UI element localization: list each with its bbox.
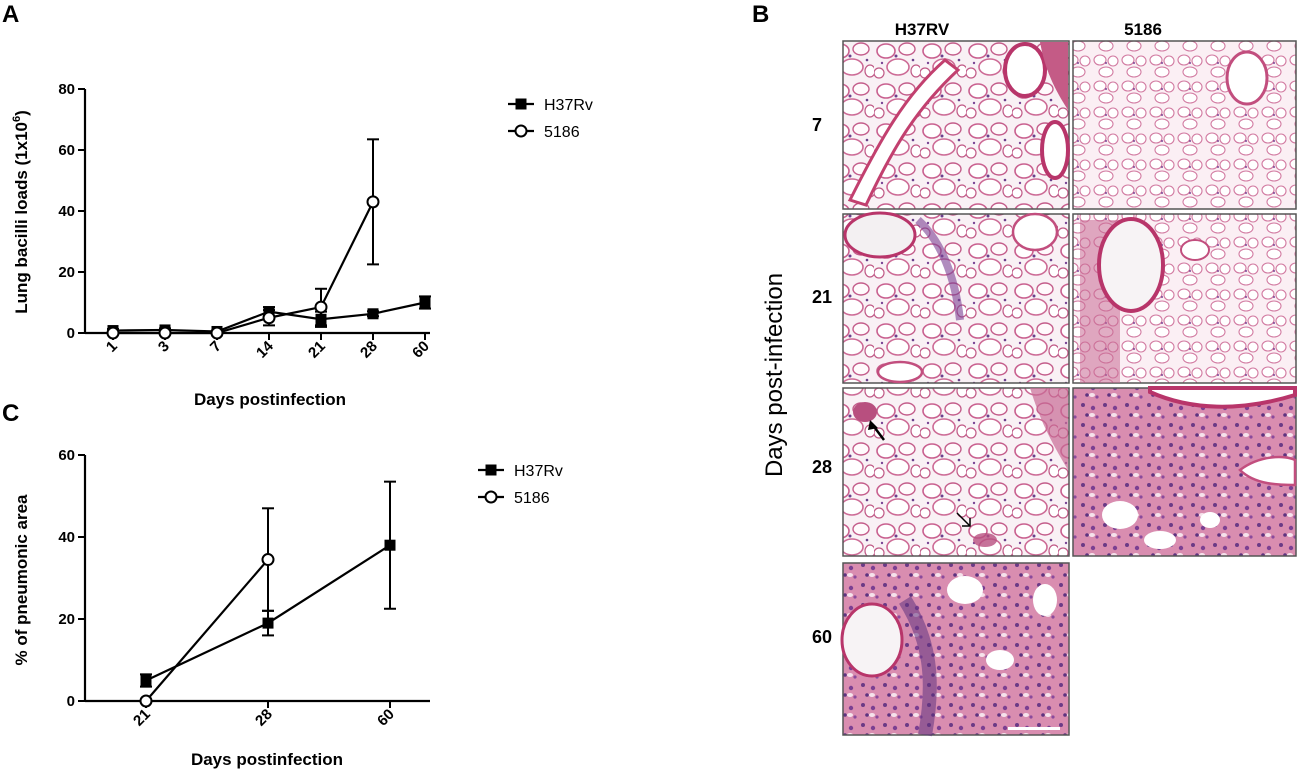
chart-a-y-axis-title: Lung bacilli loads (1x106) [11,110,31,314]
x-tick-label: 7 [207,338,225,356]
column-header-5186: 5186 [1124,20,1162,39]
y-tick-label: 0 [67,693,75,710]
data-point [106,326,120,340]
y-tick-label: 20 [58,264,75,281]
data-point [314,300,328,314]
legend-label: H37Rv [514,463,563,480]
x-tick-label: 28 [357,338,381,362]
series-1 [139,507,275,708]
chart-c-ticks: 0 20 40 60 21 28 60 [58,447,398,730]
y-tick-label: 20 [58,611,75,628]
y-tick-label: 0 [67,325,75,342]
data-point [262,311,276,325]
histology-image-h37rv-day-7 [842,40,1070,210]
row-label-day-21: 21 [812,287,832,307]
legend-marker [514,124,528,138]
histology-image-5186-day-28 [1072,386,1297,557]
data-point [262,617,274,629]
data-point [367,308,379,320]
histology-side-title: Days post-infection [761,273,788,477]
row-label-day-28: 28 [812,457,832,477]
legend-marker [484,490,498,504]
chart-c-y-axis-title: % of pneumonic area [12,494,31,666]
panel-letter-b: B [752,1,769,28]
histology-grid: H37RV 5186 Days post-infection 7 21 28 6… [761,20,1297,737]
series-line [145,558,269,702]
histology-image-h37rv-day-21 [842,211,1070,384]
data-point [384,539,396,551]
x-tick-label: 3 [155,338,173,356]
chart-a-x-axis-title: Days postinfection [194,390,346,409]
chart-a-y-axis-title-end: ) [12,110,31,116]
histology-image-5186-day-7 [1072,40,1297,210]
data-point [366,195,380,209]
histology-image-5186-day-21 [1072,213,1297,384]
y-tick-label: 60 [58,447,75,464]
row-label-day-60: 60 [812,627,832,647]
data-point [158,326,172,340]
panel-letter-c: C [2,400,19,427]
series-1 [106,138,380,340]
y-tick-label: 40 [58,529,75,546]
chart-c-axes [83,455,430,703]
chart-c: 0 20 40 60 21 28 60 Days postinfection % of pn… [12,447,563,769]
data-point [140,675,152,686]
chart-a-series [106,138,431,340]
x-tick-label: 28 [252,706,276,730]
chart-c-legend: H37Rv 5186 [478,463,563,507]
histology-image-h37rv-day-28 [842,387,1070,557]
data-point [261,553,275,567]
chart-a-y-axis-title-sup: 6 [11,116,23,122]
legend-label: 5186 [544,124,580,141]
scale-bar [1008,727,1060,730]
y-tick-label: 40 [58,203,75,220]
data-point [139,694,153,708]
legend-marker [485,464,497,476]
panel-letter-a: A [2,1,19,28]
x-tick-label: 14 [253,337,277,361]
legend-label: H37Rv [544,97,593,114]
chart-a-legend: H37Rv 5186 [508,97,593,141]
x-tick-label: 60 [409,338,433,362]
column-header-h37rv: H37RV [895,20,950,39]
legend-marker [515,98,527,110]
legend-label: 5186 [514,490,550,507]
x-tick-label: 60 [374,706,398,730]
row-label-day-7: 7 [812,115,822,135]
chart-a-axes [83,89,430,335]
y-tick-label: 60 [58,142,75,159]
chart-a-y-axis-title-main: Lung bacilli loads (1x10 [12,122,31,314]
x-tick-label: 1 [103,338,121,356]
x-tick-label: 21 [305,338,329,362]
x-tick-label: 21 [130,706,154,730]
chart-c-x-axis-title: Days postinfection [191,750,343,769]
series-line [113,201,374,335]
data-point [210,326,224,340]
chart-c-series [139,480,396,708]
data-point [419,297,431,308]
histology-image-h37rv-day-60 [840,562,1070,737]
y-tick-label: 80 [58,81,75,98]
